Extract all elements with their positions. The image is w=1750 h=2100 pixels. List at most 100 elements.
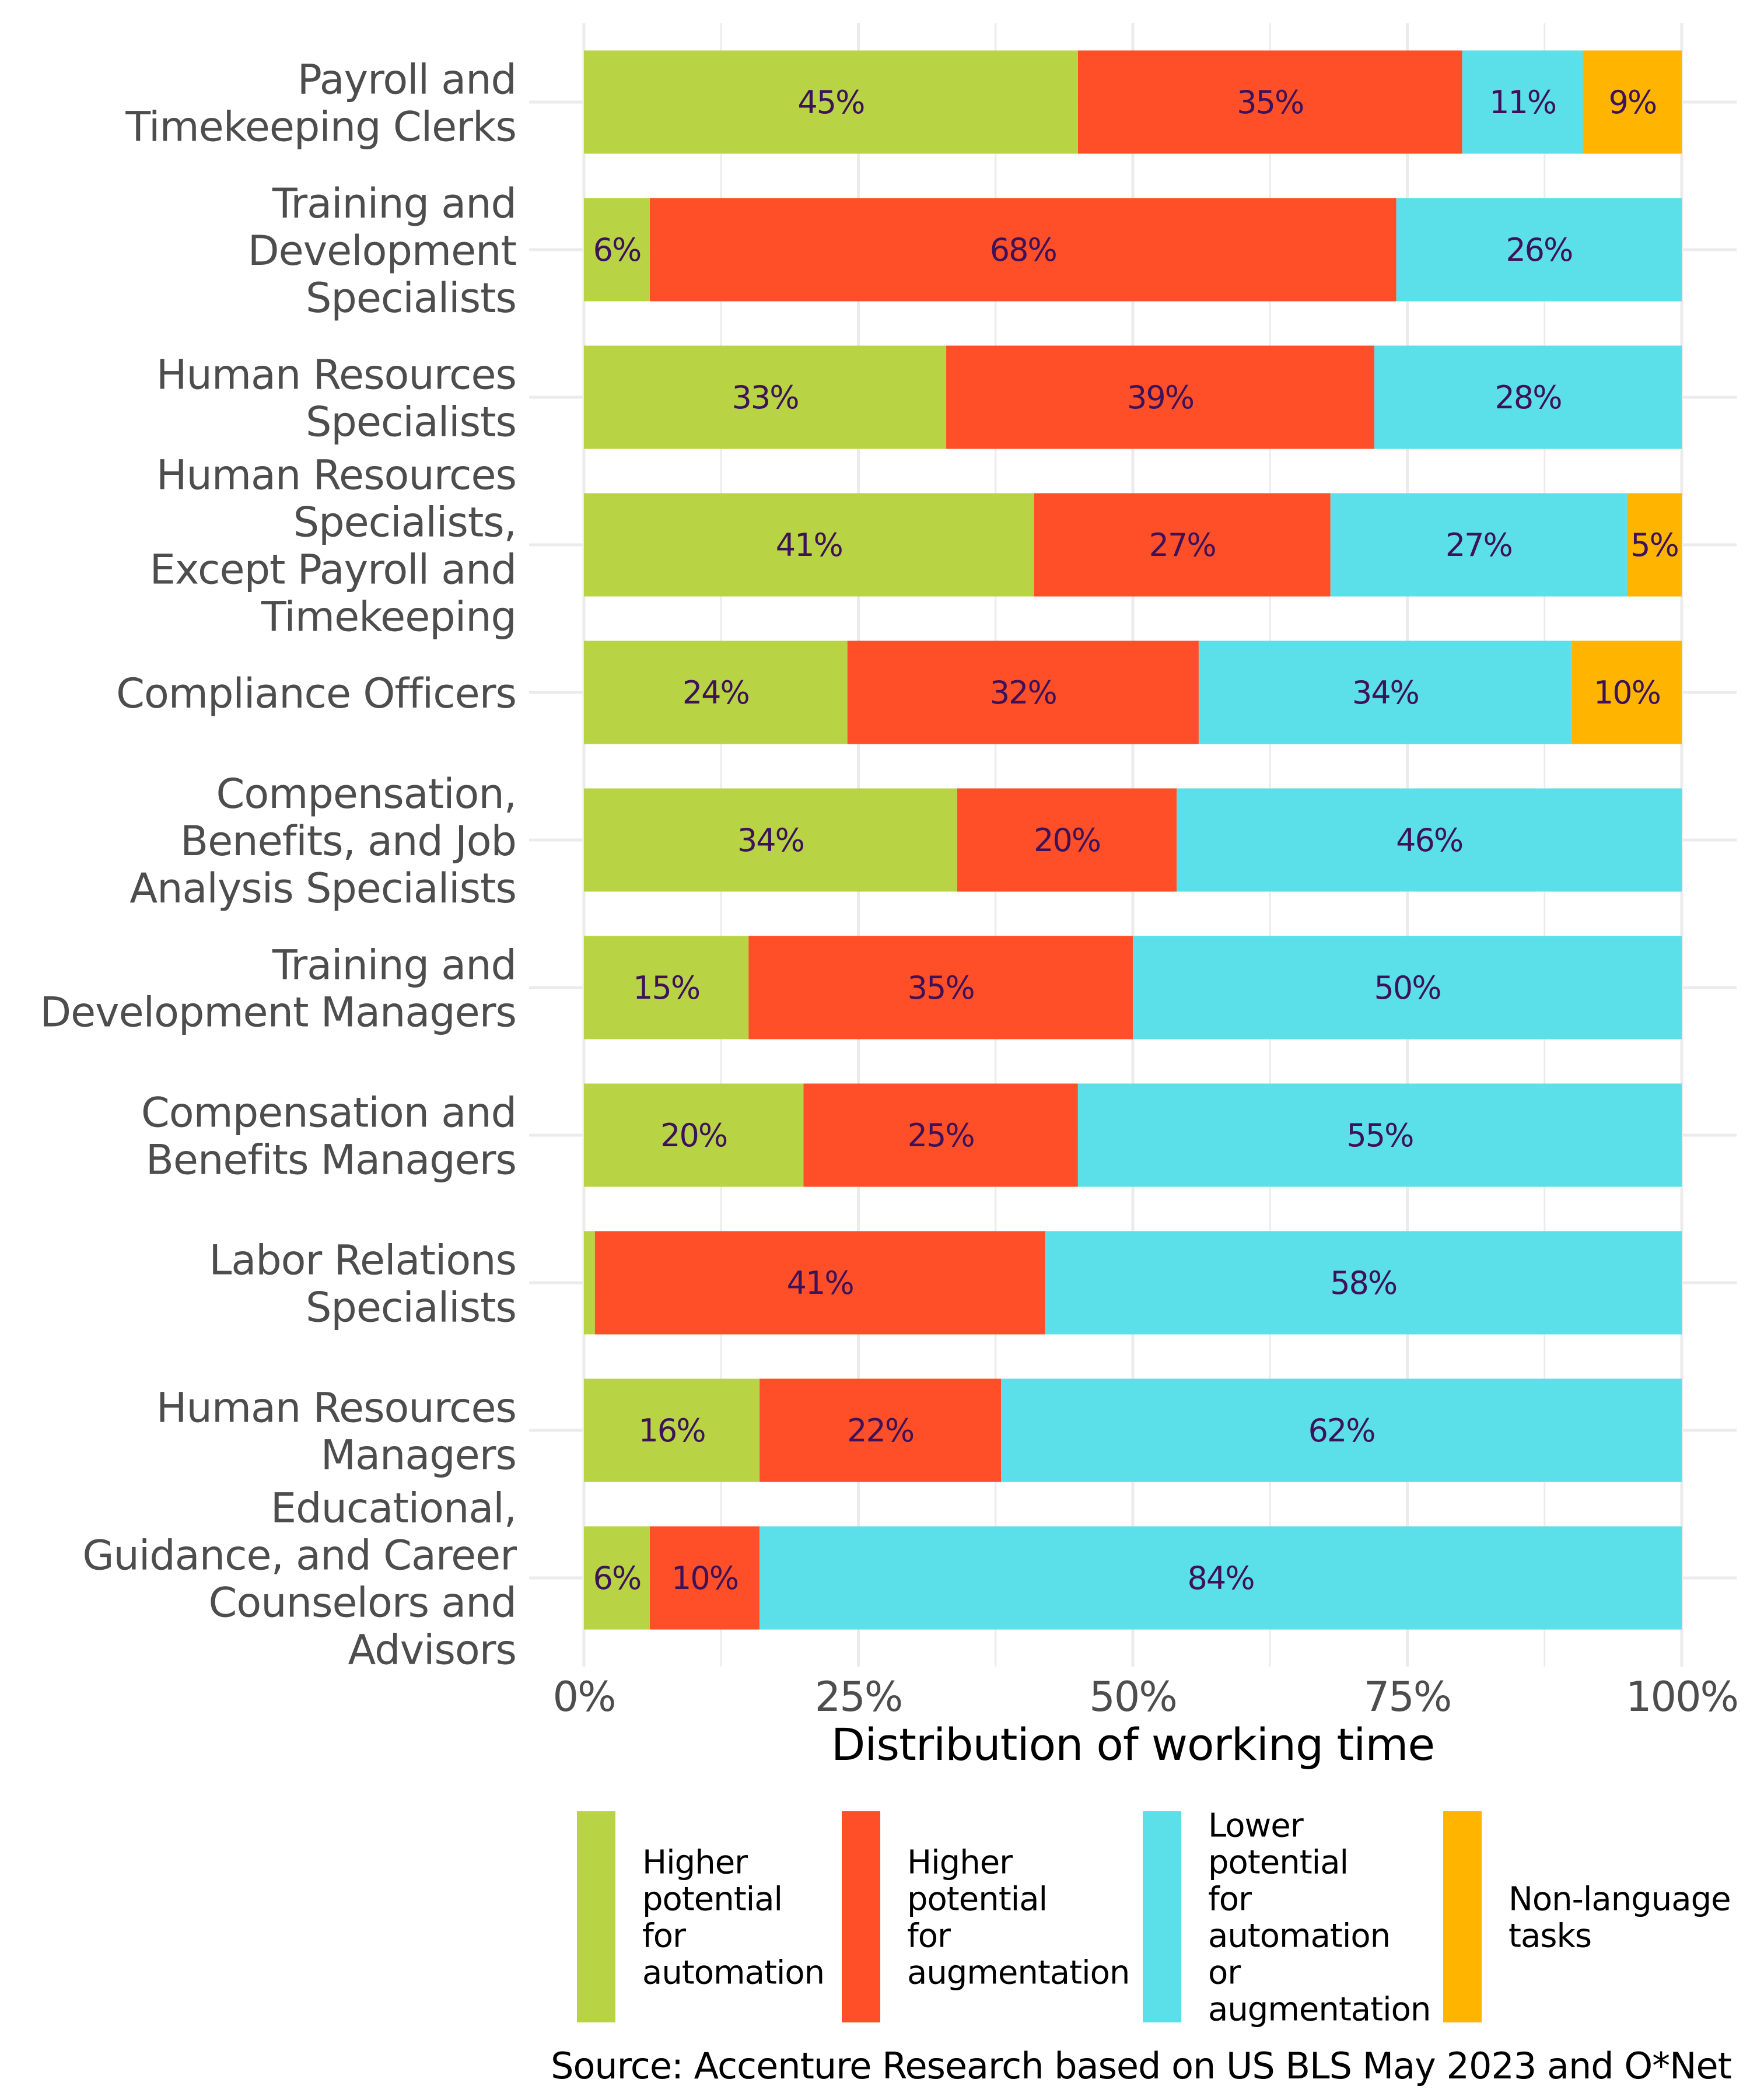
category-label-line: Compensation and <box>141 1089 516 1137</box>
category-label: Payroll and Timekeeping Clerks <box>125 56 516 151</box>
legend-label: Lower potential for automation or augmentatio… <box>1208 1807 1430 2029</box>
bar-value-label: 50% <box>1374 970 1440 1006</box>
x-tick-label: 25% <box>815 1673 902 1721</box>
category-label-line: Labor Relations <box>209 1237 516 1284</box>
category-label: Training and Development Specialists <box>248 180 516 322</box>
bar-value-label: 41% <box>787 1265 853 1301</box>
bar-value-label: 41% <box>776 527 842 564</box>
category-label-line: Guidance, and Career <box>82 1532 517 1580</box>
legend-label-line: for <box>642 1917 687 1955</box>
category-label: Compensation, Benefits, and Job Analysis S… <box>130 770 516 912</box>
bar-segment <box>584 345 947 449</box>
bar-segment <box>584 1083 804 1187</box>
bar-segment <box>1133 936 1682 1040</box>
bar-value-label: 58% <box>1330 1265 1396 1301</box>
category-label-line: Specialists <box>306 274 516 322</box>
bar-value-label: 6% <box>593 1560 641 1597</box>
legend-label-line: Non-language <box>1508 1881 1731 1919</box>
bar-segment <box>1077 1083 1682 1187</box>
x-tick-label: 50% <box>1089 1673 1177 1721</box>
category-label-line: Compensation, <box>216 770 516 818</box>
bar-value-label: 62% <box>1308 1412 1375 1449</box>
category-label: Human Resources Specialists <box>156 351 516 446</box>
bar-segment <box>946 345 1375 449</box>
bar-segment <box>594 1231 1045 1335</box>
category-label: Training and Development Managers <box>40 942 516 1037</box>
bars <box>584 50 1682 1630</box>
legend-label-line: tasks <box>1508 1917 1591 1955</box>
bar-value-label: 27% <box>1149 527 1216 564</box>
bar-value-label: 68% <box>990 232 1056 268</box>
bar-segment <box>1396 198 1682 302</box>
legend-label-line: Higher <box>907 1844 1013 1882</box>
bar-segment <box>584 788 957 892</box>
category-label-line: Benefits, and Job <box>180 817 516 865</box>
bar-segment <box>1045 1231 1682 1335</box>
legend-label-line: Higher <box>642 1844 748 1882</box>
bar-segment <box>1198 640 1572 744</box>
bar-segment <box>649 1526 760 1630</box>
category-label-line: Training and <box>272 180 516 228</box>
legend-item: Higher potential for automation <box>577 1811 825 2022</box>
bar-value-label: 26% <box>1506 232 1572 268</box>
bar-segment <box>649 198 1396 302</box>
category-label-line: Human Resources <box>156 1384 516 1432</box>
bar-segment <box>584 936 749 1040</box>
category-label-line: Timekeeping <box>261 593 516 641</box>
bar-segment <box>584 1378 760 1482</box>
bar-segment <box>760 1526 1682 1630</box>
legend-item: Higher potential for augmentation <box>842 1811 1130 2022</box>
category-label-line: Analysis Specialists <box>130 864 516 912</box>
legend-label: Higher potential for automation <box>642 1844 824 1992</box>
bar-value-label: 39% <box>1127 379 1194 416</box>
legend-label-line: or <box>1208 1954 1241 1992</box>
category-label: Human Resources Specialists, Except Payrol… <box>150 452 516 641</box>
legend-label-line: for <box>907 1917 951 1955</box>
category-label-line: Payroll and <box>298 56 516 104</box>
category-label-line: Timekeeping Clerks <box>125 103 516 151</box>
bar-value-label: 35% <box>908 970 974 1006</box>
category-label-line: Development Managers <box>40 989 516 1037</box>
legend-label-line: augmentation <box>907 1954 1129 1992</box>
bar-segment <box>1626 493 1682 597</box>
bar-value-label: 32% <box>990 674 1056 711</box>
legend-label-line: potential <box>1208 1844 1348 1882</box>
category-label-line: Human Resources <box>156 351 516 399</box>
category-axis-labels: Payroll and Timekeeping Clerks Training an… <box>40 56 517 1674</box>
legend-label-line: automation <box>642 1954 824 1992</box>
legend-swatch <box>577 1811 615 2022</box>
bar-segment <box>584 1526 650 1630</box>
bar-value-label: 11% <box>1489 84 1556 121</box>
x-tick-label: 100% <box>1626 1673 1738 1721</box>
legend-item: Lower potential for automation or augmentatio… <box>1143 1807 1431 2029</box>
bar-value-label: 6% <box>593 232 641 268</box>
category-label-line: Human Resources <box>156 452 516 499</box>
category-label-line: Counselors and <box>209 1579 516 1627</box>
bar-segment <box>847 640 1199 744</box>
legend-label: Higher potential for augmentation <box>907 1844 1129 1992</box>
legend-label-line: for <box>1208 1881 1252 1919</box>
bar-segment <box>584 1231 595 1335</box>
bar-segment <box>748 936 1133 1040</box>
bar-value-label: 84% <box>1188 1560 1254 1597</box>
category-label: Human Resources Managers <box>156 1384 516 1479</box>
bar-value-label: 10% <box>1594 674 1660 711</box>
bar-value-label: 20% <box>660 1117 727 1154</box>
bar-segment <box>1374 345 1682 449</box>
category-label: Compensation and Benefits Managers <box>141 1089 516 1184</box>
bar-value-label: 20% <box>1034 822 1100 859</box>
bar-value-label: 5% <box>1630 527 1678 564</box>
bar-value-label: 55% <box>1346 1117 1413 1154</box>
category-label-line: Development <box>248 227 516 275</box>
bar-value-label: 45% <box>797 84 864 121</box>
bar-value-label: 33% <box>732 379 799 416</box>
legend-label-line: Lower <box>1208 1807 1304 1845</box>
bar-value-labels: 45% 35% 11% 9% 6% 68% 26% 33% 39% 28% 41% 27% 27% 5% 2… <box>593 84 1679 1597</box>
bar-value-label: 27% <box>1446 527 1512 564</box>
category-label-line: Benefits Managers <box>146 1136 516 1184</box>
bar-segment <box>584 198 650 302</box>
bar-segment <box>803 1083 1078 1187</box>
bar-value-label: 34% <box>737 822 804 859</box>
